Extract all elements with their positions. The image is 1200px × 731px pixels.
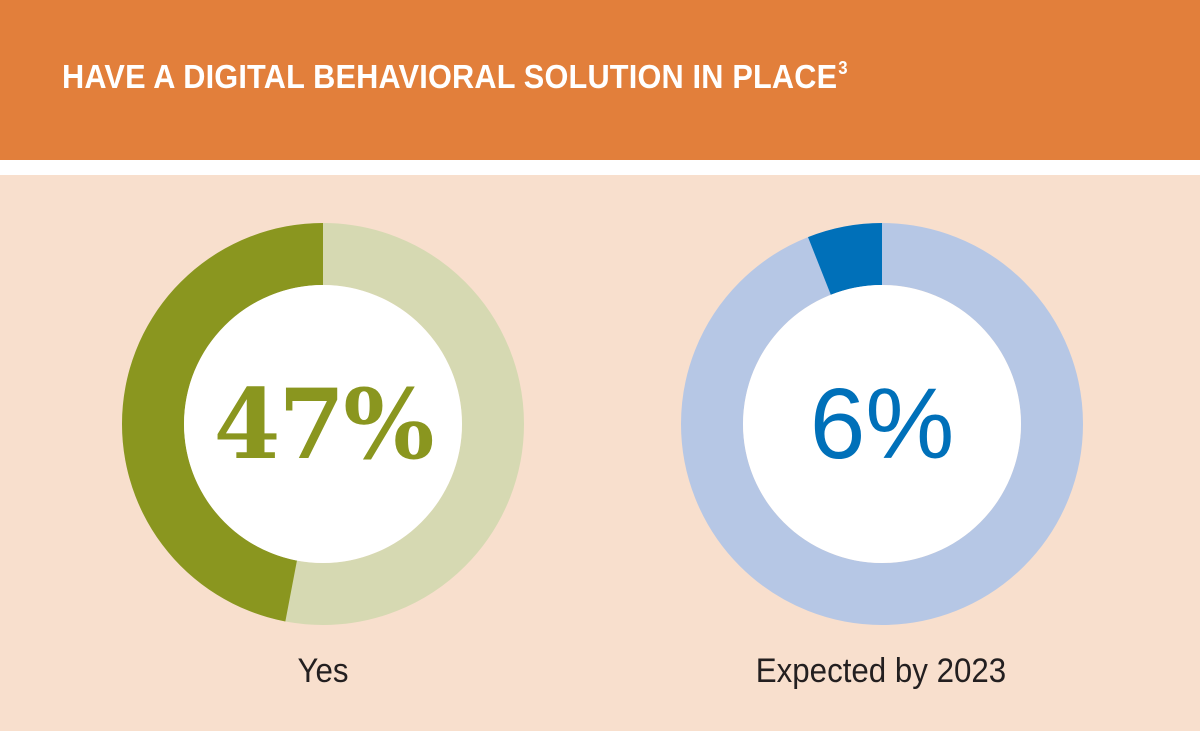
footnote-marker: 3 bbox=[838, 58, 848, 78]
donut-segment-value bbox=[122, 223, 324, 622]
donut-chart-expected: 6% bbox=[680, 222, 1084, 626]
donut-hole bbox=[184, 285, 462, 563]
caption-expected: Expected by 2023 bbox=[755, 652, 1007, 690]
donut-ring bbox=[681, 223, 1083, 625]
chart-title-text: HAVE A DIGITAL BEHAVIORAL SOLUTION IN PL… bbox=[62, 58, 838, 95]
divider-stripe bbox=[0, 160, 1200, 175]
donut-chart-yes: 47% bbox=[121, 222, 525, 626]
donut-segment-value bbox=[808, 223, 882, 295]
caption-yes: Yes bbox=[297, 652, 349, 690]
chart-title: HAVE A DIGITAL BEHAVIORAL SOLUTION IN PL… bbox=[62, 58, 848, 96]
donut-value-label: 6% bbox=[809, 367, 955, 480]
donut-hole bbox=[743, 285, 1021, 563]
header-banner: HAVE A DIGITAL BEHAVIORAL SOLUTION IN PL… bbox=[0, 0, 1200, 160]
donut-value-label: 47% bbox=[213, 367, 435, 481]
donut-ring bbox=[122, 223, 524, 625]
